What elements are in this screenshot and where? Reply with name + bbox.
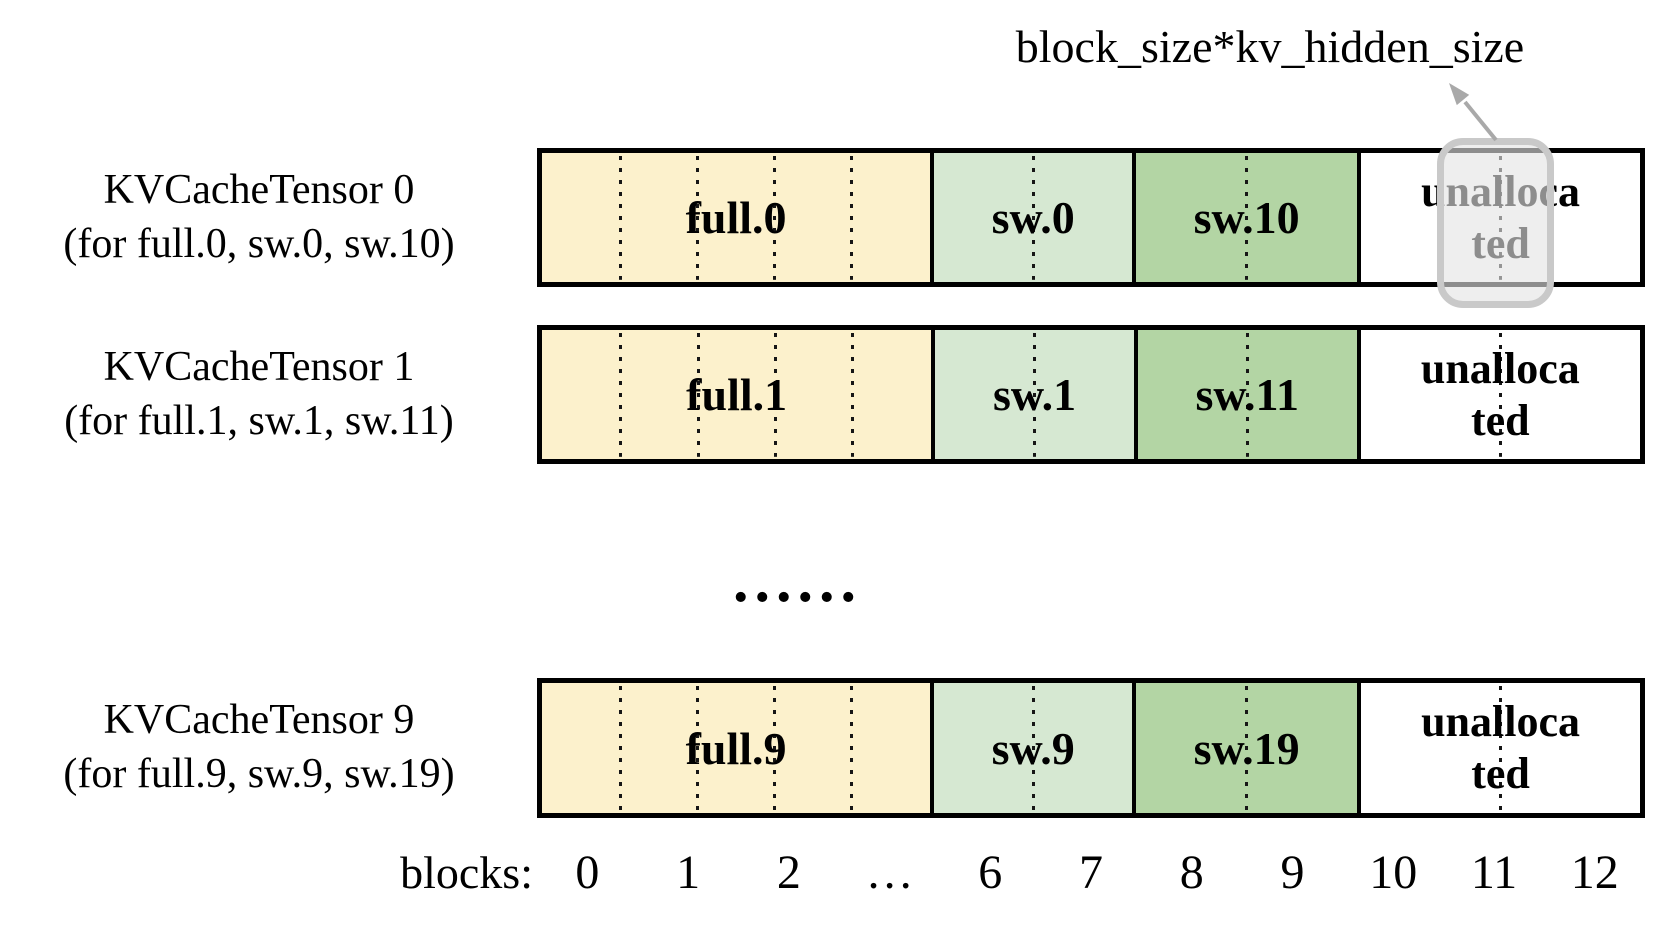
segment-label: sw.0 <box>991 192 1075 243</box>
segment-unallocated: unallocated <box>1357 683 1640 813</box>
block-tick: 10 <box>1369 846 1418 899</box>
tensor-subtitle: (for full.9, sw.9, sw.19) <box>63 750 455 797</box>
block-tick: 11 <box>1470 846 1518 899</box>
block-tick: 7 <box>1079 846 1104 899</box>
annotation-arrow-icon <box>1449 83 1498 142</box>
row-label-tensor-1: KVCacheTensor 1 (for full.1, sw.1, sw.11… <box>18 325 500 464</box>
row-ellipsis: ...... <box>733 547 862 615</box>
segment-full-1: full.1 <box>542 330 932 459</box>
segment-label: sw.1 <box>993 369 1077 420</box>
segment-sw-19: sw.19 <box>1132 683 1358 813</box>
segment-full-0: full.0 <box>542 153 931 282</box>
row-label-tensor-9: KVCacheTensor 9 (for full.9, sw.9, sw.19… <box>18 678 500 817</box>
block-tick: 9 <box>1280 846 1305 899</box>
blocks-axis-ticks: 0 1 2 … 6 7 8 9 10 11 12 <box>537 845 1645 901</box>
annotation-block-size: block_size*kv_hidden_size <box>1015 21 1525 72</box>
block-tick: 2 <box>776 846 801 899</box>
tensor-title: KVCacheTensor 9 <box>103 696 415 743</box>
tensor-title: KVCacheTensor 0 <box>103 166 415 213</box>
segment-sw-9: sw.9 <box>930 683 1133 813</box>
block-tick: … <box>865 846 914 899</box>
segment-label: sw.19 <box>1193 722 1300 774</box>
segment-full-9: full.9 <box>542 683 931 813</box>
block-tick: 12 <box>1570 846 1619 899</box>
segment-label: full.1 <box>686 369 788 420</box>
segment-label: unallocated <box>1421 697 1580 798</box>
segment-label: sw.9 <box>991 722 1075 774</box>
segment-sw-1: sw.1 <box>931 330 1134 459</box>
segment-label: sw.11 <box>1195 369 1299 420</box>
kv-cache-bar-1: full.1 sw.1 sw.11 unallocated <box>537 325 1645 464</box>
block-tick: 6 <box>978 846 1003 899</box>
tensor-subtitle: (for full.0, sw.0, sw.10) <box>63 220 455 267</box>
row-label-tensor-0: KVCacheTensor 0 (for full.0, sw.0, sw.10… <box>18 148 500 287</box>
segment-unallocated: unallocated <box>1356 330 1640 459</box>
block-size-highlight <box>1437 138 1554 308</box>
kv-cache-bar-0: full.0 sw.0 sw.10 unallocated <box>537 148 1645 287</box>
segment-sw-10: sw.10 <box>1132 153 1358 282</box>
block-tick: 1 <box>676 846 701 899</box>
segment-sw-0: sw.0 <box>930 153 1133 282</box>
block-tick: 0 <box>575 846 600 899</box>
blocks-axis-label: blocks: <box>400 847 533 898</box>
segment-label: full.9 <box>685 722 787 774</box>
block-tick: 8 <box>1179 846 1204 899</box>
segment-label: unallocated <box>1420 343 1580 445</box>
tensor-subtitle: (for full.1, sw.1, sw.11) <box>64 397 454 444</box>
tensor-title: KVCacheTensor 1 <box>103 343 415 390</box>
kv-cache-bar-9: full.9 sw.9 sw.19 unallocated <box>537 678 1645 818</box>
segment-label: sw.10 <box>1193 192 1300 243</box>
segment-sw-11: sw.11 <box>1133 330 1357 459</box>
segment-label: full.0 <box>685 192 787 243</box>
